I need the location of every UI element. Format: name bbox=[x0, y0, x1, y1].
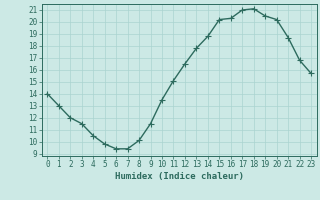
X-axis label: Humidex (Indice chaleur): Humidex (Indice chaleur) bbox=[115, 172, 244, 181]
